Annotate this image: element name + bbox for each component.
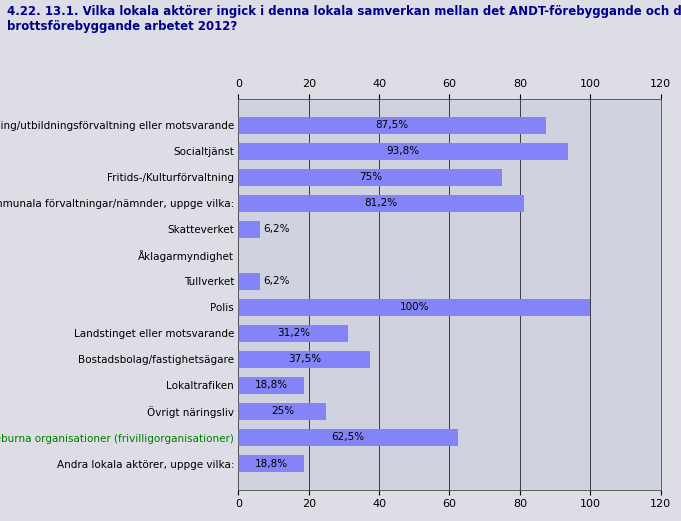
Text: 18,8%: 18,8%: [255, 458, 288, 468]
Text: 93,8%: 93,8%: [387, 146, 420, 156]
Bar: [238, 455, 304, 472]
Bar: [238, 325, 348, 342]
Text: 81,2%: 81,2%: [364, 199, 398, 208]
Bar: [238, 351, 370, 368]
Bar: [238, 169, 502, 185]
Bar: [238, 273, 260, 290]
Text: 25%: 25%: [271, 406, 294, 416]
Text: 31,2%: 31,2%: [276, 328, 310, 339]
Bar: [238, 403, 326, 420]
Bar: [238, 377, 304, 394]
Bar: [238, 143, 569, 160]
Text: 4.22. 13.1. Vilka lokala aktörer ingick i denna lokala samverkan mellan det ANDT: 4.22. 13.1. Vilka lokala aktörer ingick …: [7, 5, 681, 33]
Bar: [238, 195, 524, 212]
Text: 62,5%: 62,5%: [332, 432, 365, 442]
Text: 75%: 75%: [359, 172, 382, 182]
Bar: [238, 299, 590, 316]
Text: 100%: 100%: [400, 302, 429, 313]
Text: 87,5%: 87,5%: [376, 120, 409, 130]
Bar: [238, 117, 546, 134]
Bar: [238, 429, 458, 446]
Text: 6,2%: 6,2%: [264, 276, 290, 287]
Bar: [238, 221, 260, 238]
Text: 37,5%: 37,5%: [288, 354, 321, 364]
Text: 18,8%: 18,8%: [255, 380, 288, 390]
Text: 6,2%: 6,2%: [264, 225, 290, 234]
